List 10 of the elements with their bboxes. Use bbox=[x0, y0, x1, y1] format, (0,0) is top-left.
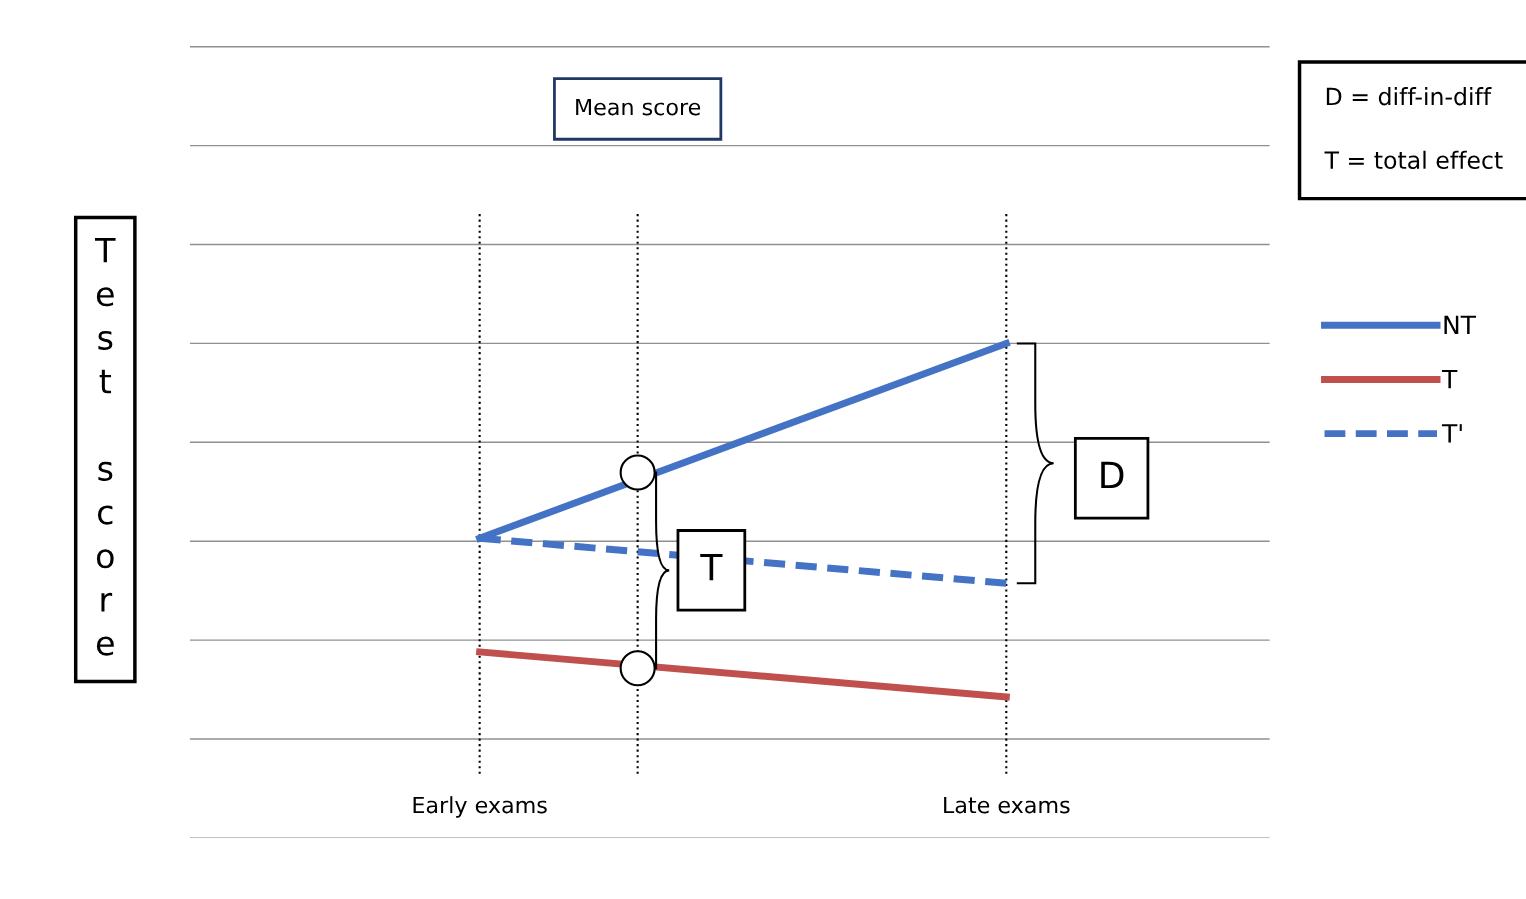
text: D = diff-in-diff T = total effect bbox=[1324, 87, 1503, 170]
x-tick-label: Late exams bbox=[944, 796, 1070, 814]
x-tick-label: Early exams bbox=[413, 796, 547, 818]
text: Test score bbox=[95, 237, 116, 656]
legend-label: T' bbox=[1441, 424, 1462, 443]
legend-label: T bbox=[1441, 369, 1458, 389]
text: D bbox=[1101, 461, 1124, 489]
chart-title: Mean score bbox=[576, 98, 701, 116]
annotation: T bbox=[700, 554, 723, 581]
legend-label: NT bbox=[1444, 315, 1477, 334]
